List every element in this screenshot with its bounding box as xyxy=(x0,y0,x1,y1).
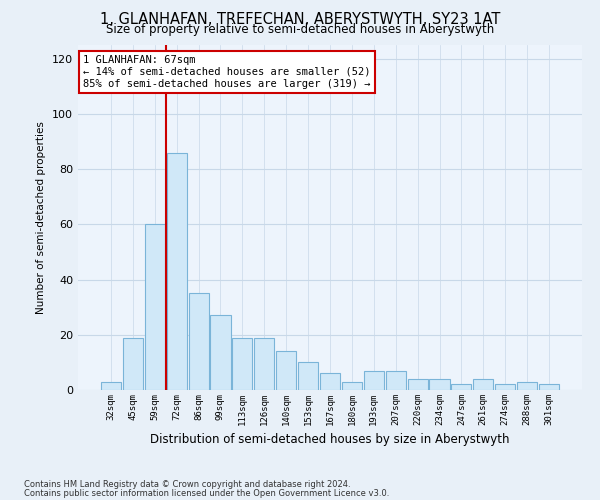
Bar xyxy=(451,384,472,390)
Bar xyxy=(232,338,253,390)
Bar xyxy=(211,316,230,390)
Text: Size of property relative to semi-detached houses in Aberystwyth: Size of property relative to semi-detach… xyxy=(106,22,494,36)
Y-axis label: Number of semi-detached properties: Number of semi-detached properties xyxy=(37,121,46,314)
Bar xyxy=(320,374,340,390)
Text: 1 GLANHAFAN: 67sqm
← 14% of semi-detached houses are smaller (52)
85% of semi-de: 1 GLANHAFAN: 67sqm ← 14% of semi-detache… xyxy=(83,56,371,88)
Bar xyxy=(364,370,384,390)
Bar xyxy=(298,362,318,390)
Bar xyxy=(473,379,493,390)
Text: Contains HM Land Registry data © Crown copyright and database right 2024.: Contains HM Land Registry data © Crown c… xyxy=(24,480,350,489)
X-axis label: Distribution of semi-detached houses by size in Aberystwyth: Distribution of semi-detached houses by … xyxy=(150,434,510,446)
Bar xyxy=(407,379,428,390)
Bar xyxy=(254,338,274,390)
Bar xyxy=(276,352,296,390)
Bar xyxy=(430,379,449,390)
Text: Contains public sector information licensed under the Open Government Licence v3: Contains public sector information licen… xyxy=(24,488,389,498)
Bar xyxy=(517,382,537,390)
Bar xyxy=(101,382,121,390)
Bar xyxy=(342,382,362,390)
Bar xyxy=(167,152,187,390)
Bar xyxy=(145,224,165,390)
Bar xyxy=(123,338,143,390)
Bar xyxy=(539,384,559,390)
Bar xyxy=(495,384,515,390)
Bar xyxy=(386,370,406,390)
Text: 1, GLANHAFAN, TREFECHAN, ABERYSTWYTH, SY23 1AT: 1, GLANHAFAN, TREFECHAN, ABERYSTWYTH, SY… xyxy=(100,12,500,28)
Bar xyxy=(188,294,209,390)
